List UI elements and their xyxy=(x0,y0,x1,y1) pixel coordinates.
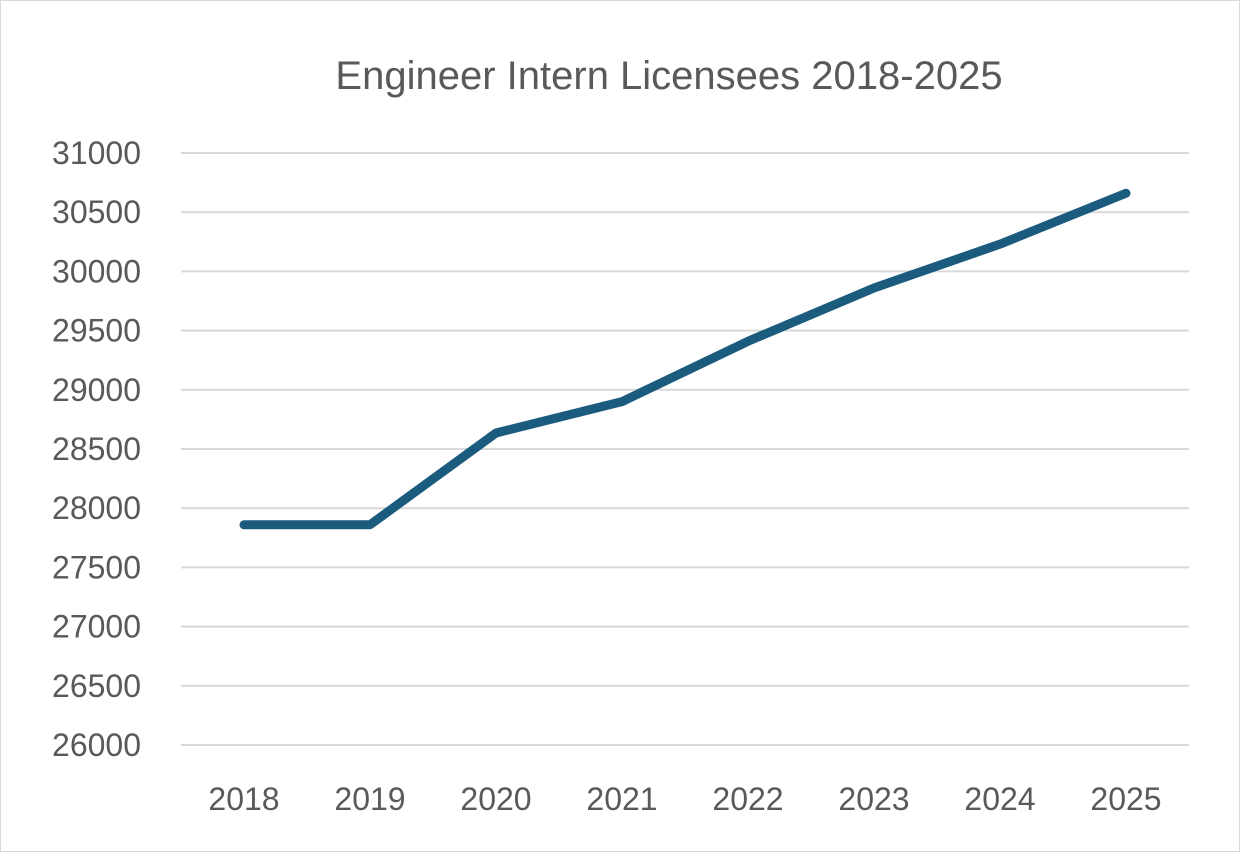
y-tick-label: 28000 xyxy=(52,490,141,526)
chart-title: Engineer Intern Licensees 2018-2025 xyxy=(335,54,1002,98)
y-tick-label: 30500 xyxy=(52,194,141,230)
y-tick-label: 29000 xyxy=(52,372,141,408)
x-tick-label: 2020 xyxy=(460,781,531,817)
y-tick-label: 28500 xyxy=(52,431,141,467)
x-tick-label: 2021 xyxy=(586,781,657,817)
y-tick-label: 31000 xyxy=(52,135,141,171)
x-tick-label: 2018 xyxy=(208,781,279,817)
y-tick-label: 30000 xyxy=(52,253,141,289)
series-line xyxy=(244,193,1126,525)
x-tick-label: 2024 xyxy=(964,781,1035,817)
y-tick-label: 27000 xyxy=(52,609,141,645)
x-tick-label: 2019 xyxy=(334,781,405,817)
x-tick-label: 2022 xyxy=(712,781,783,817)
y-tick-label: 27500 xyxy=(52,549,141,585)
x-tick-label: 2025 xyxy=(1090,781,1161,817)
y-tick-label: 26000 xyxy=(52,727,141,763)
y-tick-label: 26500 xyxy=(52,668,141,704)
y-tick-label: 29500 xyxy=(52,313,141,349)
x-tick-label: 2023 xyxy=(838,781,909,817)
